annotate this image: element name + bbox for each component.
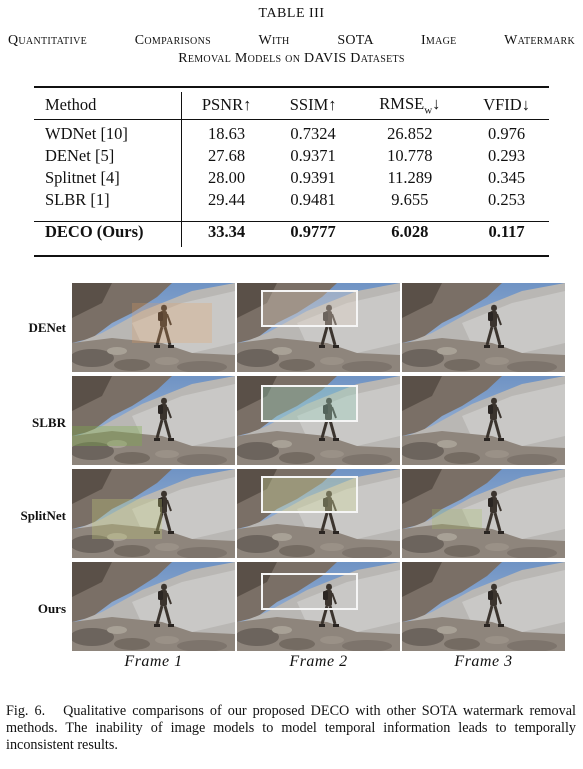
header-rmse-text: RMSE (379, 93, 425, 113)
cell-rmse: 10.778 (387, 146, 433, 165)
cell-psnr: 28.00 (208, 168, 246, 187)
qualitative-figure (72, 283, 570, 654)
table-row: Splitnet [4] 28.00 0.9391 11.289 0.345 (34, 167, 549, 189)
row-label-ours: Ours (37, 601, 66, 616)
image-splitnet-frame3 (402, 469, 565, 558)
header-rmse-arrow: ↓ (432, 93, 441, 113)
cell-method: DENet [5] (34, 145, 182, 167)
cell-psnr: 33.34 (208, 222, 246, 241)
image-ours-frame1 (72, 562, 235, 651)
table-title-line2: Removal Models on DAVIS Datasets (178, 51, 405, 66)
cell-rmse: 6.028 (391, 222, 429, 241)
frame-label-1: Frame 1 (124, 653, 183, 670)
image-splitnet-frame1 (72, 469, 235, 558)
cell-method: SLBR [1] (34, 189, 182, 211)
cell-rmse: 26.852 (387, 124, 433, 143)
table-top-rule (34, 86, 549, 88)
table-header-rule (34, 119, 549, 120)
cell-psnr: 18.63 (208, 124, 246, 143)
table-row: SLBR [1] 29.44 0.9481 9.655 0.253 (34, 189, 549, 211)
table-row: WDNet [10] 18.63 0.7324 26.852 0.976 (34, 118, 549, 145)
results-table: Method PSNR↑ SSIM↑ RMSEw↓ VFID↓ WDNet [1… (34, 92, 549, 247)
cell-method: Splitnet [4] (34, 167, 182, 189)
table-row-best: DECO (Ours) 33.34 0.9777 6.028 0.117 (34, 217, 549, 247)
cell-vfid: 0.345 (488, 168, 526, 187)
table-row: DENet [5] 27.68 0.9371 10.778 0.293 (34, 145, 549, 167)
cell-method: DECO (Ours) (34, 217, 182, 247)
caption-label: Fig. 6. (6, 703, 46, 719)
image-splitnet-frame2 (237, 469, 400, 558)
header-vfid: VFID↓ (483, 95, 530, 114)
header-psnr: PSNR↑ (201, 95, 252, 114)
header-rmse-sub: w (424, 104, 433, 117)
cell-rmse: 9.655 (391, 190, 429, 209)
header-method: Method (34, 92, 182, 118)
cell-ssim: 0.7324 (290, 124, 336, 143)
cell-vfid: 0.117 (488, 222, 525, 241)
cell-psnr: 29.44 (208, 190, 246, 209)
image-ours-frame2 (237, 562, 400, 651)
image-slbr-frame3 (402, 376, 565, 465)
header-ssim: SSIM↑ (289, 95, 337, 114)
table-best-rule (34, 221, 549, 222)
image-denet-frame2 (237, 283, 400, 372)
figure-caption: Fig. 6. Qualitative comparisons of our p… (6, 703, 576, 754)
cell-ssim: 0.9777 (290, 222, 336, 241)
frame-label-2: Frame 2 (289, 653, 348, 670)
table-bottom-rule (34, 255, 549, 257)
cell-vfid: 0.293 (488, 146, 526, 165)
image-denet-frame3 (402, 283, 565, 372)
table-title-line1: Quantitative Comparisons With SOTA Image… (8, 33, 575, 48)
cell-vfid: 0.976 (488, 124, 526, 143)
cell-ssim: 0.9371 (290, 146, 336, 165)
image-denet-frame1 (72, 283, 235, 372)
table-header-row: Method PSNR↑ SSIM↑ RMSEw↓ VFID↓ (34, 92, 549, 118)
header-rmse: RMSEw↓ (355, 92, 465, 118)
cell-psnr: 27.68 (208, 146, 246, 165)
row-label-splitnet: SplitNet (20, 508, 67, 523)
row-label-denet: DENet (28, 320, 66, 335)
cell-ssim: 0.9391 (290, 168, 336, 187)
watermark-box (261, 385, 358, 422)
watermark-box (261, 573, 358, 610)
cell-method: WDNet [10] (34, 118, 182, 145)
watermark-box (261, 290, 358, 327)
watermark-box (261, 476, 358, 513)
table-spacer (34, 211, 549, 217)
image-slbr-frame2 (237, 376, 400, 465)
cell-ssim: 0.9481 (290, 190, 336, 209)
cell-vfid: 0.253 (488, 190, 526, 209)
frame-label-3: Frame 3 (454, 653, 513, 670)
row-label-slbr: SLBR (32, 415, 66, 430)
image-ours-frame3 (402, 562, 565, 651)
caption-text: Qualitative comparisons of our proposed … (6, 703, 576, 753)
cell-rmse: 11.289 (387, 168, 433, 187)
table-number: TABLE III (258, 6, 325, 21)
image-slbr-frame1 (72, 376, 235, 465)
